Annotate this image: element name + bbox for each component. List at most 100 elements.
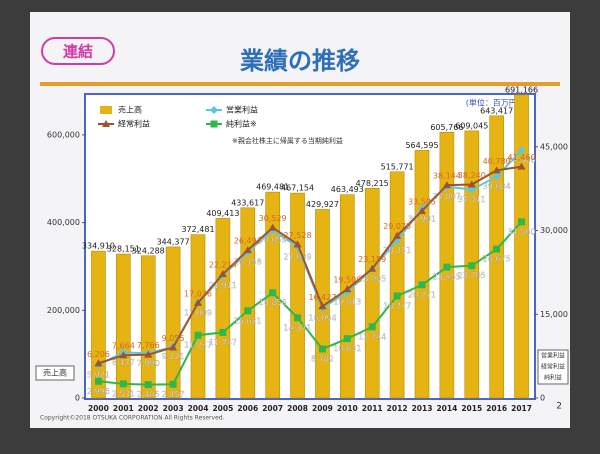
- bar: [414, 150, 430, 399]
- line-marker: [119, 380, 127, 388]
- bar: [389, 171, 405, 399]
- bar-label: 478,215: [356, 179, 389, 188]
- x-tick-label: 2013: [412, 404, 433, 413]
- legend-label: 経常利益: [118, 119, 150, 129]
- x-tick-label: 2004: [188, 404, 209, 413]
- line-label: 27,528: [284, 231, 312, 240]
- y2-tick-label: 15,000: [540, 310, 568, 319]
- line-marker: [243, 246, 252, 254]
- line-label: 23,455: [433, 273, 461, 282]
- bar: [140, 255, 156, 399]
- y-tick-label: 200,000: [47, 306, 80, 315]
- line-marker: [368, 264, 377, 272]
- bar-label: 609,045: [455, 121, 488, 130]
- line-label: 7,766: [137, 341, 160, 350]
- line-label: 30,059: [259, 236, 287, 245]
- line-marker: [294, 314, 302, 322]
- line-label: 30,529: [259, 214, 287, 223]
- line-label: 19,500: [333, 276, 361, 285]
- y2-tick-label: 0: [540, 394, 545, 403]
- line-marker: [517, 146, 526, 155]
- line-label: 10,631: [333, 344, 361, 353]
- bar-label: 564,595: [405, 141, 438, 150]
- line-label: 33,505: [408, 197, 436, 206]
- line-marker: [318, 302, 327, 310]
- badge: 連結: [63, 43, 93, 61]
- bar-label: 344,377: [157, 237, 190, 246]
- line-marker: [467, 185, 476, 194]
- line-label: 40,780: [483, 157, 511, 166]
- legend-label: 営業利益: [226, 105, 258, 115]
- line-label: 16,427: [308, 293, 336, 302]
- x-tick-label: 2011: [362, 404, 383, 413]
- bar: [340, 194, 355, 399]
- ylabel: 売上高: [43, 368, 67, 378]
- bar: [116, 253, 131, 399]
- line-marker: [119, 351, 128, 359]
- line-marker: [318, 345, 326, 353]
- line-marker: [492, 172, 501, 181]
- line-label: 31,560: [508, 227, 536, 236]
- line-marker: [269, 289, 277, 297]
- bar-label: 429,927: [306, 200, 339, 209]
- x-tick-label: 2017: [511, 404, 532, 413]
- x-tick-label: 2016: [486, 404, 507, 413]
- line-marker: [418, 281, 426, 289]
- line-label: 18,277: [383, 301, 411, 310]
- line-label: 20,271: [408, 290, 436, 299]
- bar-label: 643,417: [480, 106, 513, 115]
- note: ※親会社株主に帰属する当期純利益: [232, 136, 343, 145]
- line-marker: [393, 231, 402, 239]
- line-marker: [194, 298, 202, 306]
- x-tick-label: 2010: [337, 404, 358, 413]
- line-label: 9,055: [162, 334, 185, 343]
- y2-tick-label: 30,000: [540, 226, 568, 235]
- title: 業績の推移: [240, 47, 360, 75]
- line-marker: [169, 343, 178, 351]
- bar-label: 328,151: [107, 245, 140, 254]
- line-label: 7,664: [112, 342, 135, 351]
- bar-label: 433,617: [231, 198, 264, 207]
- line-label: 23,159: [358, 255, 386, 264]
- line-marker: [442, 181, 451, 189]
- line-label: 7,990: [137, 359, 160, 368]
- line-marker: [343, 285, 352, 293]
- bar-label: 467,154: [281, 184, 314, 193]
- line-label: 26,158: [234, 257, 262, 266]
- line-label: 16,094: [308, 314, 336, 323]
- line-label: 9,221: [162, 352, 185, 361]
- line-marker: [443, 263, 451, 271]
- line: [98, 165, 522, 365]
- x-tick-label: 2008: [287, 404, 308, 413]
- line-label: 14,371: [284, 323, 312, 332]
- line-label: 22,214: [209, 261, 237, 270]
- line-label: 37,897: [433, 192, 461, 201]
- line-label: 29,078: [383, 222, 411, 231]
- line-marker: [493, 245, 501, 253]
- line-marker: [368, 323, 376, 331]
- bar-label: 463,493: [331, 185, 364, 194]
- y2label: 経常利益: [541, 363, 565, 371]
- line-label: 33,901: [408, 214, 436, 223]
- line-label: 15,621: [234, 316, 262, 325]
- line-label: 26,675: [483, 255, 511, 264]
- badge-frame: [41, 37, 115, 65]
- line-marker: [492, 166, 501, 174]
- bar: [489, 115, 504, 399]
- line-label: 2,457: [162, 390, 185, 399]
- line-marker: [169, 380, 177, 388]
- line-marker: [94, 359, 103, 367]
- x-tick-label: 2000: [88, 404, 109, 413]
- line-label: 38,240: [458, 171, 486, 180]
- y-tick-label: 0: [75, 394, 80, 403]
- line-label: 41,460: [508, 153, 536, 162]
- x-tick-label: 2006: [237, 404, 258, 413]
- line-label: 17,009: [184, 309, 212, 318]
- bar: [165, 246, 181, 399]
- line-marker: [219, 328, 227, 336]
- line-label: 28,251: [383, 246, 411, 255]
- line-marker: [517, 162, 526, 170]
- legend-swatch: [100, 106, 112, 114]
- x-tick-label: 2015: [461, 404, 482, 413]
